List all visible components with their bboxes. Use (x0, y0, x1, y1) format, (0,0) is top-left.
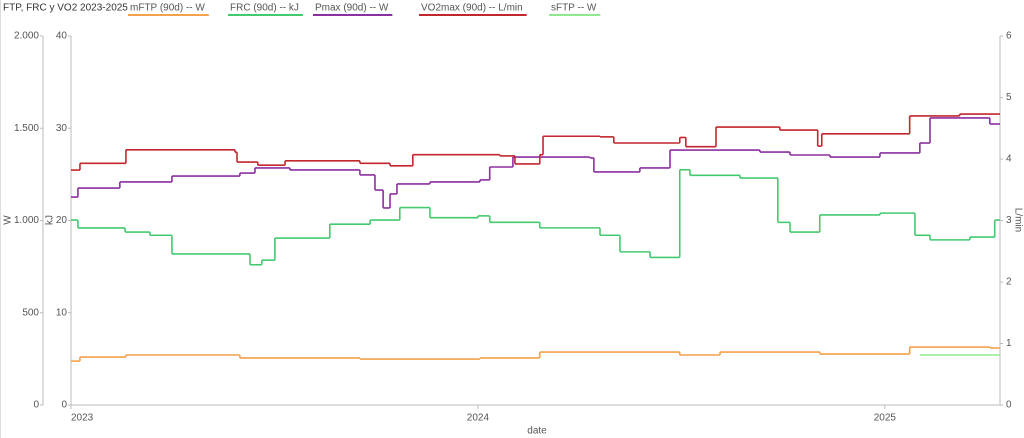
x-tick-label: 2023 (71, 413, 94, 424)
x-axis-label: date (527, 426, 547, 437)
y3-tick-label: 3 (1006, 215, 1012, 226)
y-tick-label: 0 (33, 400, 39, 411)
y-tick-label: 1.500 (14, 123, 39, 134)
x-tick-label: 2025 (874, 413, 897, 424)
y2-axis-label: kJ (45, 215, 56, 225)
legend-label: Pmax (90d) -- W (315, 3, 389, 14)
y2-tick-label: 10 (56, 307, 68, 318)
y3-tick-label: 1 (1006, 338, 1012, 349)
y2-tick-label: 40 (56, 31, 68, 42)
y2-tick-label: 30 (56, 123, 68, 134)
legend-label: sFTP -- W (551, 3, 597, 14)
legend-label: FRC (90d) -- kJ (230, 3, 299, 14)
y3-tick-label: 2 (1006, 277, 1012, 288)
legend-label: VO2max (90d) -- L/min (421, 3, 523, 14)
y3-tick-label: 5 (1006, 92, 1012, 103)
y-tick-label: 1.000 (14, 215, 39, 226)
y2-tick-label: 0 (61, 400, 67, 411)
chart-title: FTP, FRC y VO2 2023-2025 (3, 3, 128, 14)
y-axis-label: W (3, 215, 14, 225)
y3-tick-label: 6 (1006, 31, 1012, 42)
y-tick-label: 500 (22, 307, 39, 318)
y2-tick-label: 20 (56, 215, 68, 226)
x-tick-label: 2024 (467, 413, 490, 424)
y3-axis-label: L/min (1012, 208, 1023, 232)
legend-label: mFTP (90d) -- W (130, 3, 205, 14)
y3-tick-label: 0 (1006, 400, 1012, 411)
y3-tick-label: 4 (1006, 154, 1012, 165)
y-tick-label: 2.000 (14, 31, 39, 42)
